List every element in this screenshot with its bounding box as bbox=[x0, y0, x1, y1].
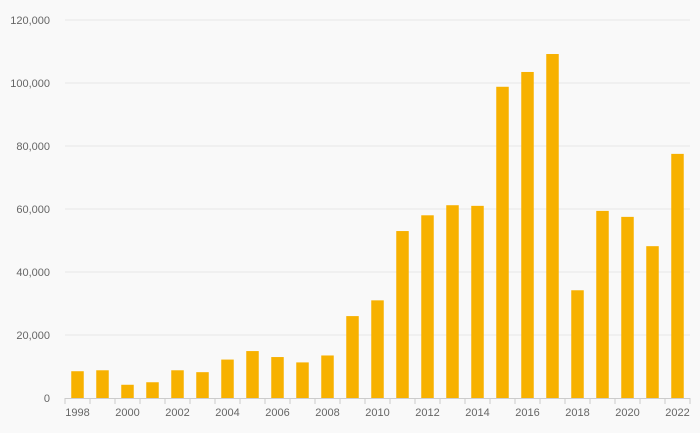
bar-2007 bbox=[296, 362, 309, 398]
bar-2000 bbox=[121, 384, 134, 398]
bar-2019 bbox=[596, 210, 609, 398]
bar-2021 bbox=[646, 246, 659, 398]
bar-2013 bbox=[446, 205, 459, 398]
bar-2015 bbox=[496, 86, 509, 398]
y-tick-label: 120,000 bbox=[10, 15, 50, 27]
bar-2006 bbox=[271, 357, 284, 398]
x-tick-label: 2022 bbox=[665, 407, 689, 419]
x-axis-tick-labels: 1998 2000 2002 2004 2006 2008 2010 2012 2014 2016… bbox=[65, 407, 689, 419]
bar-2005 bbox=[246, 351, 259, 398]
bar-1998 bbox=[71, 371, 84, 398]
bar-2001 bbox=[146, 382, 159, 398]
bar-2018 bbox=[571, 290, 584, 398]
y-tick-label: 100,000 bbox=[10, 78, 50, 90]
y-tick-label: 20,000 bbox=[16, 330, 50, 342]
x-tick-label: 2002 bbox=[165, 407, 189, 419]
bar-2002 bbox=[171, 370, 184, 398]
y-tick-label: 80,000 bbox=[16, 141, 50, 153]
bar-2016 bbox=[521, 71, 534, 398]
x-tick-label: 2010 bbox=[365, 407, 389, 419]
bar-1999 bbox=[96, 370, 109, 398]
bar-2022 bbox=[671, 153, 684, 398]
x-axis-tick-marks bbox=[64, 398, 691, 404]
bar-2004 bbox=[221, 359, 234, 398]
bars bbox=[71, 54, 684, 399]
x-tick-label: 2004 bbox=[215, 407, 239, 419]
bar-2014 bbox=[471, 205, 484, 398]
x-tick-label: 2016 bbox=[515, 407, 539, 419]
bar-2011 bbox=[396, 231, 409, 398]
y-tick-label: 40,000 bbox=[16, 267, 50, 279]
bar-2010 bbox=[371, 300, 384, 398]
x-tick-label: 1998 bbox=[65, 407, 89, 419]
x-tick-label: 2014 bbox=[465, 407, 489, 419]
gridlines bbox=[65, 19, 690, 336]
x-tick-label: 2008 bbox=[315, 407, 339, 419]
x-tick-label: 2020 bbox=[615, 407, 639, 419]
bar-2012 bbox=[421, 215, 434, 398]
bar-2020 bbox=[621, 216, 634, 398]
x-tick-label: 2018 bbox=[565, 407, 589, 419]
bar-2008 bbox=[321, 355, 334, 398]
x-tick-label: 2000 bbox=[115, 407, 139, 419]
bar-2009 bbox=[346, 316, 359, 398]
y-tick-label: 0 bbox=[44, 393, 50, 405]
bar-2017 bbox=[546, 54, 559, 399]
bar-2003 bbox=[196, 372, 209, 398]
y-tick-label: 60,000 bbox=[16, 204, 50, 216]
y-axis-tick-labels: 0 20,000 40,000 60,000 80,000 100,000 120,000 bbox=[10, 15, 50, 405]
x-tick-label: 2006 bbox=[265, 407, 289, 419]
x-tick-label: 2012 bbox=[415, 407, 439, 419]
